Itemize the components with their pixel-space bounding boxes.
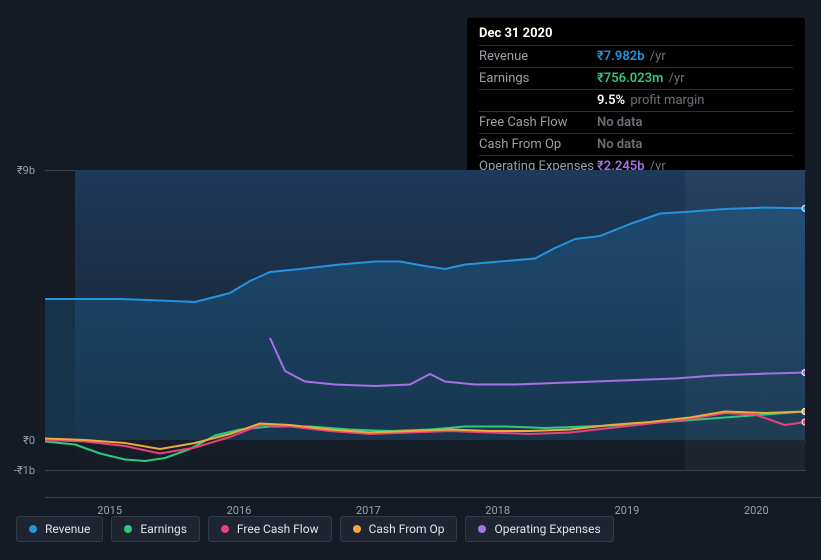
tooltip-label: Earnings	[479, 71, 597, 86]
tooltip-row: Free Cash FlowNo data	[479, 111, 793, 133]
legend-label: Earnings	[140, 522, 187, 536]
chart-legend: Revenue Earnings Free Cash Flow Cash From O…	[16, 516, 614, 542]
tooltip-date: Dec 31 2020	[479, 26, 793, 45]
tooltip-value: No data	[597, 115, 644, 130]
tooltip-row: Earnings₹756.023m /yr	[479, 67, 793, 89]
financials-chart: ₹9b₹0-₹1b	[15, 155, 806, 500]
tooltip-label: Revenue	[479, 49, 597, 64]
legend-item-revenue[interactable]: Revenue	[16, 516, 103, 542]
legend-item-operating-expenses[interactable]: Operating Expenses	[465, 516, 613, 542]
legend-label: Revenue	[45, 522, 90, 536]
legend-label: Cash From Op	[369, 522, 445, 536]
y-tick-label: ₹0	[5, 434, 35, 447]
y-tick-label: -₹1b	[5, 464, 35, 477]
tooltip-row: Cash From OpNo data	[479, 133, 793, 155]
legend-dot	[124, 525, 132, 533]
legend-label: Operating Expenses	[494, 522, 600, 536]
tooltip-row: 9.5% profit margin	[479, 89, 793, 111]
tooltip-value: No data	[597, 137, 644, 152]
tooltip-value: ₹7.982b /yr	[597, 49, 666, 64]
x-axis-labels: 201520162017201820192020	[45, 497, 821, 517]
tooltip-label	[479, 93, 597, 108]
tooltip-row: Revenue₹7.982b /yr	[479, 45, 793, 67]
legend-dot	[221, 525, 229, 533]
legend-item-free-cash-flow[interactable]: Free Cash Flow	[208, 516, 332, 542]
x-tick-label: 2020	[692, 504, 821, 517]
tooltip-value: 9.5% profit margin	[597, 93, 704, 108]
tooltip-value: ₹756.023m /yr	[597, 71, 685, 86]
legend-dot	[478, 525, 486, 533]
legend-dot	[29, 525, 37, 533]
legend-item-earnings[interactable]: Earnings	[111, 516, 200, 542]
tooltip-label: Free Cash Flow	[479, 115, 597, 130]
legend-dot	[353, 525, 361, 533]
tooltip-label: Cash From Op	[479, 137, 597, 152]
legend-item-cash-from-op[interactable]: Cash From Op	[340, 516, 458, 542]
y-tick-label: ₹9b	[5, 164, 35, 177]
legend-label: Free Cash Flow	[237, 522, 319, 536]
plot-area	[45, 170, 805, 490]
